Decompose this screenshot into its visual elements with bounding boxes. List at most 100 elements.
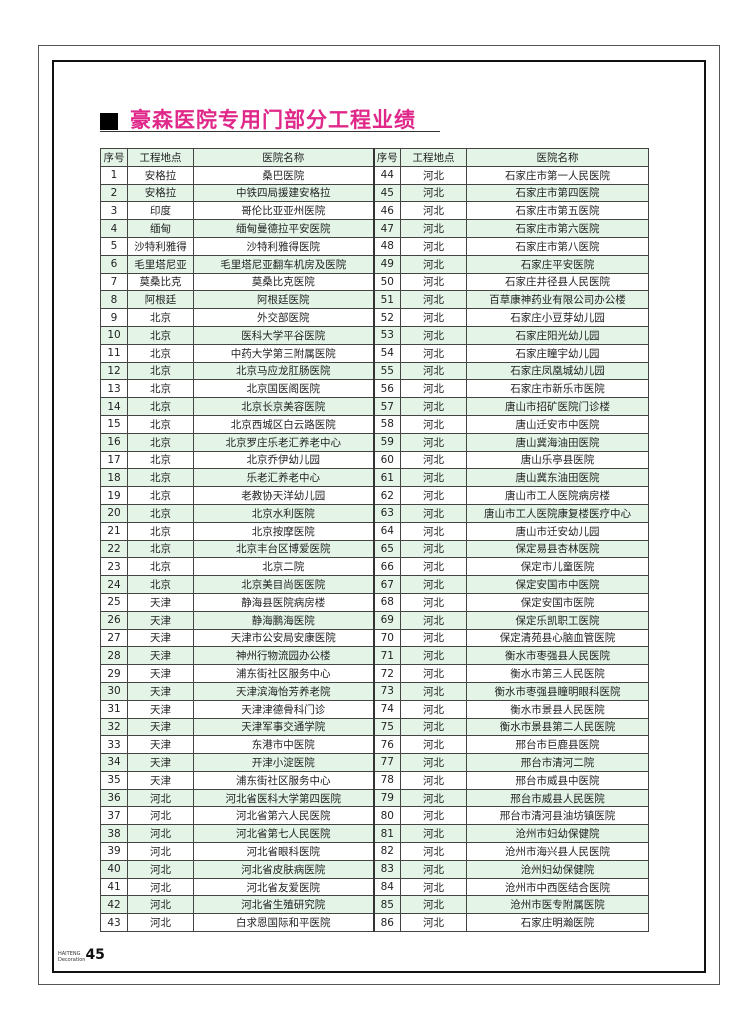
page-footer: HAITENG Decoration45 xyxy=(58,944,105,963)
cell-hospital: 北京二院 xyxy=(193,557,374,577)
table-row: 23 北京 北京二院 66 河北 保定市儿童医院 xyxy=(100,557,649,577)
cell-index: 6 xyxy=(100,254,128,274)
cell-index: 66 xyxy=(372,557,401,577)
cell-location: 天津 xyxy=(127,735,194,755)
table-row: 28 天津 神州行物流园办公楼 71 河北 衡水市枣强县人民医院 xyxy=(100,646,649,666)
cell-index: 10 xyxy=(100,325,128,345)
cell-index: 30 xyxy=(100,681,128,701)
table-header-row: 序号 工程地点 医院名称 序号 工程地点 医院名称 xyxy=(100,148,649,167)
cell-hospital: 天津军事交通学院 xyxy=(193,717,374,737)
cell-index: 78 xyxy=(372,770,401,790)
cell-location: 北京 xyxy=(127,468,194,488)
table-row: 27 天津 天津市公安局安康医院 70 河北 保定清苑县心脑血管医院 xyxy=(100,628,649,648)
cell-hospital: 唐山市迁安幼儿园 xyxy=(466,521,649,541)
table-row: 8 阿根廷 阿根廷医院 51 河北 百草康神药业有限公司办公楼 xyxy=(100,290,649,310)
cell-hospital: 沧州市医专附属医院 xyxy=(466,895,649,915)
cell-location: 河北 xyxy=(400,877,467,897)
cell-location: 缅甸 xyxy=(127,219,194,238)
cell-hospital: 神州行物流园办公楼 xyxy=(193,646,374,666)
title-square-icon xyxy=(100,113,118,130)
cell-location: 河北 xyxy=(127,842,194,861)
cell-location: 河北 xyxy=(127,824,194,844)
cell-location: 天津 xyxy=(127,592,194,612)
cell-index: 84 xyxy=(372,877,401,897)
table-row: 33 天津 东港市中医院 76 河北 邢台市巨鹿县医院 xyxy=(100,735,649,755)
cell-location: 河北 xyxy=(400,325,467,345)
cell-hospital: 邢台市威县中医院 xyxy=(466,770,649,790)
table-row: 4 缅甸 缅甸曼德拉平安医院 47 河北 石家庄市第六医院 xyxy=(100,219,649,238)
cell-location: 天津 xyxy=(127,646,194,666)
cell-location: 沙特利雅得 xyxy=(127,236,194,256)
cell-location: 莫桑比克 xyxy=(127,272,194,292)
cell-hospital: 北京按摩医院 xyxy=(193,521,374,541)
cell-index: 62 xyxy=(372,486,401,505)
table-row: 32 天津 天津军事交通学院 75 河北 衡水市景县第二人民医院 xyxy=(100,717,649,737)
cell-location: 河北 xyxy=(400,361,467,381)
table-row: 19 北京 老教协天洋幼儿园 62 河北 唐山市工人医院病房楼 xyxy=(100,486,649,505)
cell-location: 河北 xyxy=(127,913,194,933)
cell-location: 河北 xyxy=(400,486,467,505)
table-row: 9 北京 外交部医院 52 河北 石家庄小豆芽幼儿园 xyxy=(100,308,649,327)
table-row: 24 北京 北京美目尚医医院 67 河北 保定安国市中医院 xyxy=(100,575,649,594)
cell-hospital: 莫桑比克医院 xyxy=(193,272,374,292)
cell-index: 63 xyxy=(372,503,401,523)
cell-hospital: 保定清苑县心脑血管医院 xyxy=(466,628,649,648)
cell-location: 河北 xyxy=(400,308,467,327)
cell-index: 3 xyxy=(100,201,128,221)
cell-hospital: 石家庄阳光幼儿园 xyxy=(466,325,649,345)
cell-hospital: 桑巴医院 xyxy=(193,165,374,185)
table-row: 18 北京 乐老汇养老中心 61 河北 唐山冀东油田医院 xyxy=(100,468,649,488)
cell-index: 41 xyxy=(100,877,128,897)
cell-location: 河北 xyxy=(400,379,467,399)
cell-index: 27 xyxy=(100,628,128,648)
table-row: 1 安格拉 桑巴医院 44 河北 石家庄市第一人民医院 xyxy=(100,165,649,185)
cell-location: 河北 xyxy=(400,432,467,452)
projects-table: 序号 工程地点 医院名称 序号 工程地点 医院名称 1 安格拉 桑巴医院 44 河北 石家… xyxy=(100,148,649,933)
cell-hospital: 北京西城区白云路医院 xyxy=(193,414,374,434)
cell-hospital: 石家庄瞳宇幼儿园 xyxy=(466,343,649,363)
cell-index: 32 xyxy=(100,717,128,737)
cell-hospital: 天津市公安局安康医院 xyxy=(193,628,374,648)
cell-hospital: 北京罗庄乐老汇养老中心 xyxy=(193,432,374,452)
table-row: 7 莫桑比克 莫桑比克医院 50 河北 石家庄井径县人民医院 xyxy=(100,272,649,292)
cell-location: 北京 xyxy=(127,557,194,577)
cell-hospital: 保定乐凯职工医院 xyxy=(466,610,649,630)
cell-index: 61 xyxy=(372,468,401,488)
cell-index: 45 xyxy=(372,183,401,203)
cell-hospital: 唐山市招矿医院门诊楼 xyxy=(466,397,649,416)
cell-hospital: 沧州市妇幼保健院 xyxy=(466,824,649,844)
cell-index: 82 xyxy=(372,842,401,861)
cell-location: 北京 xyxy=(127,450,194,470)
cell-location: 河北 xyxy=(400,806,467,826)
cell-location: 天津 xyxy=(127,610,194,630)
cell-location: 河北 xyxy=(127,788,194,808)
cell-location: 河北 xyxy=(400,788,467,808)
cell-location: 河北 xyxy=(127,877,194,897)
cell-index: 29 xyxy=(100,664,128,683)
cell-location: 北京 xyxy=(127,343,194,363)
cell-location: 河北 xyxy=(400,895,467,915)
cell-hospital: 静海县医院病房楼 xyxy=(193,592,374,612)
cell-location: 河北 xyxy=(400,824,467,844)
cell-location: 河北 xyxy=(400,913,467,933)
cell-location: 河北 xyxy=(400,575,467,594)
cell-hospital: 石家庄平安医院 xyxy=(466,254,649,274)
cell-index: 9 xyxy=(100,308,128,327)
table-row: 36 河北 河北省医科大学第四医院 79 河北 邢台市威县人民医院 xyxy=(100,788,649,808)
cell-location: 河北 xyxy=(400,521,467,541)
cell-hospital: 唐山冀海油田医院 xyxy=(466,432,649,452)
cell-hospital: 河北省第七人民医院 xyxy=(193,824,374,844)
cell-hospital: 河北省医科大学第四医院 xyxy=(193,788,374,808)
table-row: 38 河北 河北省第七人民医院 81 河北 沧州市妇幼保健院 xyxy=(100,824,649,844)
cell-index: 35 xyxy=(100,770,128,790)
cell-index: 67 xyxy=(372,575,401,594)
header-hospital: 医院名称 xyxy=(466,148,649,167)
cell-index: 77 xyxy=(372,753,401,772)
cell-index: 26 xyxy=(100,610,128,630)
cell-index: 71 xyxy=(372,646,401,666)
cell-location: 河北 xyxy=(400,290,467,310)
table-row: 29 天津 浦东街社区服务中心 72 河北 衡水市第三人民医院 xyxy=(100,664,649,683)
cell-index: 8 xyxy=(100,290,128,310)
cell-index: 34 xyxy=(100,753,128,772)
table-row: 3 印度 哥伦比亚亚州医院 46 河北 石家庄市第五医院 xyxy=(100,201,649,221)
